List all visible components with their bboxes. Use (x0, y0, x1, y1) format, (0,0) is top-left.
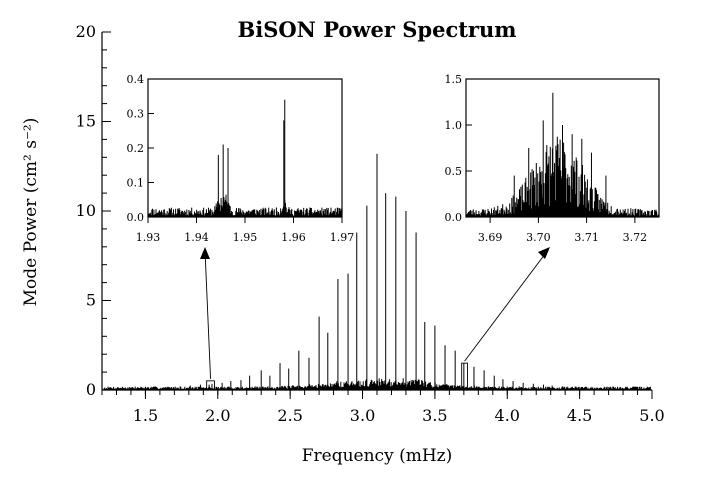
inset-x-tick-label: 1.93 (136, 231, 161, 244)
inset-x-tick-label: 1.97 (330, 231, 355, 244)
inset-y-tick-label: 0.1 (127, 177, 145, 190)
x-tick-label: 2.5 (277, 406, 302, 425)
inset-x-tick-label: 3.70 (526, 231, 551, 244)
y-tick-label: 5 (86, 291, 96, 310)
inset-y-tick-label: 1.0 (445, 119, 463, 132)
y-axis-title: Mode Power (cm² s⁻²) (21, 118, 41, 307)
y-tick-label: 20 (76, 22, 96, 41)
x-tick-label: 3.0 (350, 406, 375, 425)
y-tick-label: 10 (76, 201, 96, 220)
x-axis-title: Frequency (mHz) (302, 446, 453, 466)
x-tick-label: 4.5 (567, 406, 592, 425)
inset-callouts (200, 247, 550, 391)
zoom-region-right (461, 362, 468, 391)
inset-y-tick-label: 0.0 (127, 211, 145, 224)
inset-frame (147, 78, 343, 218)
callout-arrow-right (464, 249, 549, 362)
callout-arrowhead-right (538, 247, 550, 259)
inset-y-tick-label: 0.0 (445, 211, 463, 224)
inset-y-tick-label: 0.3 (127, 108, 145, 121)
x-tick-label: 2.0 (205, 406, 230, 425)
inset-y-tick-label: 0.2 (127, 142, 145, 155)
inset-x-tick-label: 1.96 (281, 231, 306, 244)
inset-right-plot: 0.0 0.5 1.0 1.5 3.69 3.70 3.71 3.72 (445, 73, 660, 244)
inset-frame (465, 78, 660, 218)
inset-y-tick-label: 0.4 (127, 73, 145, 86)
inset-x-tick-label: 1.95 (233, 231, 258, 244)
x-tick-label: 3.5 (422, 406, 447, 425)
inset-x-tick-label: 1.94 (184, 231, 209, 244)
x-tick-label: 5.0 (639, 406, 664, 425)
x-tick-label: 4.0 (495, 406, 520, 425)
inset-spectrum-noise (466, 136, 659, 217)
inset-x-tick-label: 3.72 (623, 231, 648, 244)
inset-x-tick-label: 3.71 (574, 231, 599, 244)
zoom-region-left (206, 380, 215, 391)
callout-arrow-left (204, 249, 212, 379)
inset-left-plot: 0.0 0.1 0.2 0.3 0.4 1.93 1.94 1.95 1.96 1.97 (127, 73, 355, 244)
main-plot-area: 0 5 10 15 20 1.5 2.0 2.5 3.0 3.5 4.0 4.5 5.0 (76, 22, 665, 425)
inset-y-tick-label: 1.5 (445, 73, 463, 86)
callout-arrowhead-left (200, 247, 210, 259)
y-tick-label: 15 (76, 112, 96, 131)
x-tick-label: 1.5 (133, 406, 158, 425)
inset-spectrum-noise (148, 194, 342, 217)
spectrum-noise (103, 378, 651, 390)
chart-title: BiSON Power Spectrum (238, 17, 517, 42)
inset-x-tick-label: 3.69 (478, 231, 503, 244)
inset-y-tick-label: 0.5 (445, 165, 463, 178)
y-tick-label: 0 (86, 380, 96, 399)
